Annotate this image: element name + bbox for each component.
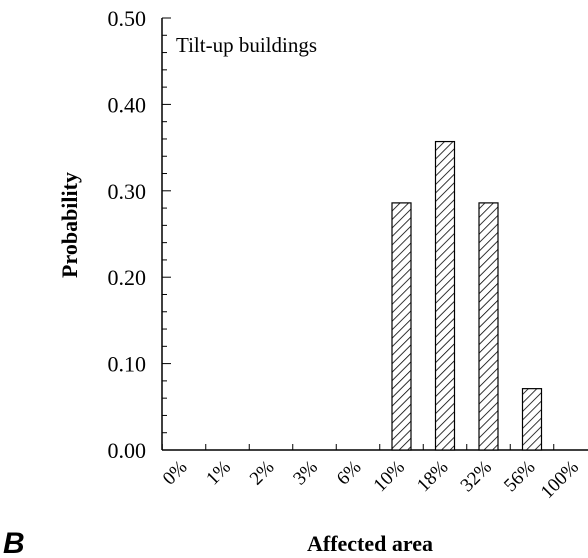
y-axis-label: Probability [57,172,82,278]
x-tick-label: 2% [246,457,279,490]
x-axis-label: Affected area [307,531,433,556]
y-tick-label: 0.50 [108,6,147,31]
x-tick-label: 1% [202,457,235,490]
bar-10pct [391,202,412,451]
bar-18pct [434,140,456,451]
x-tick-label: 56% [500,457,540,497]
tick-labels: 0.00 0.10 0.20 0.30 0.40 0.50 0% 1% 2% 3% 6% 10% 18%… [108,6,584,503]
y-tick-label: 0.10 [108,352,147,377]
panel-label: B [3,527,25,558]
x-tick-label: 6% [333,457,366,490]
x-tick-label: 32% [457,457,497,497]
y-tick-label: 0.30 [108,179,147,204]
bar-32pct [478,202,499,451]
x-tick-label: 0% [159,457,192,490]
y-tick-label: 0.40 [108,92,147,117]
x-tick-label: 18% [413,457,453,497]
bar-56pct [521,388,543,451]
x-tick-label: 100% [537,457,583,503]
axes [161,17,588,451]
x-tick-label: 10% [370,457,410,497]
bars [391,140,543,451]
y-tick-label: 0.00 [108,438,147,463]
chart-annotation: Tilt-up buildings [176,33,317,57]
x-tick-label: 3% [289,457,322,490]
y-tick-label: 0.20 [108,265,147,290]
